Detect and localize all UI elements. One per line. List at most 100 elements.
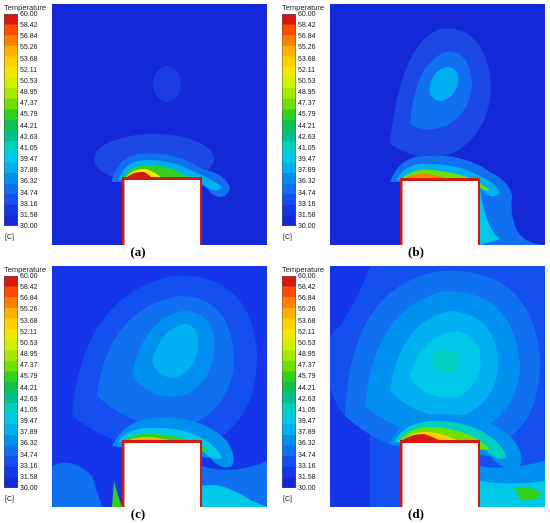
legend-tick-label: 36.32	[298, 440, 316, 448]
legend-tick-label: 42.63	[298, 133, 316, 141]
legend-tick-label: 58.42	[298, 284, 316, 292]
legend-tick-label: 37.89	[20, 429, 38, 437]
legend-tick-label: 31.58	[20, 473, 38, 481]
color-scale-swatch	[282, 382, 296, 393]
legend-tick-label: 33.16	[298, 200, 316, 208]
legend-tick-label: 42.63	[20, 395, 38, 403]
legend-tick-label: 44.21	[20, 122, 38, 130]
color-scale-swatch	[4, 435, 18, 446]
panel-caption: (c)	[130, 506, 146, 521]
color-scale-swatch	[4, 130, 18, 142]
legend-title: Temperature	[4, 3, 47, 12]
color-scale-swatch	[4, 109, 18, 121]
legend-tick-label: 37.89	[298, 429, 316, 437]
color-scale-swatch	[282, 14, 296, 25]
legend-tick-label: 34.74	[298, 451, 316, 459]
legend-tick-label: 47.37	[20, 362, 38, 370]
color-scale-swatch	[4, 173, 18, 184]
legend-tick-label: 48.95	[20, 89, 38, 97]
color-scale-swatch	[4, 392, 18, 404]
legend-unit: [C]	[283, 496, 292, 503]
legend-tick-label: 36.32	[20, 178, 38, 186]
color-scale-swatch	[4, 45, 18, 57]
panel-b: Temperature 60.00 58.42 56.84 55.26 53.68 52.…	[278, 0, 548, 259]
legend-tick-label: 36.32	[20, 440, 38, 448]
legend-tick-label: 52.11	[20, 66, 37, 74]
color-scale-swatch	[4, 413, 18, 425]
color-scale-swatch	[282, 56, 296, 68]
panel-caption: (b)	[408, 244, 424, 259]
color-scale-swatch	[282, 297, 296, 309]
color-scale-swatch	[282, 77, 296, 89]
legend-tick-label: 31.58	[298, 473, 316, 481]
legend-tick-label: 58.42	[298, 22, 316, 30]
legend-tick-label: 56.84	[298, 295, 316, 303]
legend-tick-label: 34.74	[20, 451, 38, 459]
legend-tick-label: 39.47	[298, 418, 316, 426]
temperature-field-a	[52, 4, 267, 245]
color-scale-swatch	[4, 14, 18, 25]
panel-caption: (a)	[130, 244, 146, 259]
color-scale-swatch	[4, 456, 18, 468]
color-scale-swatch	[282, 194, 296, 206]
legend-tick-label: 44.21	[20, 384, 38, 392]
color-scale-swatch	[4, 98, 18, 110]
legend-tick-label: 41.05	[298, 144, 316, 152]
panel-c: Temperature 60.00 58.42 56.84 55.26 53.68 52.…	[0, 262, 270, 521]
legend-tick-label: 37.89	[298, 167, 316, 175]
legend-tick-label: 39.47	[298, 156, 316, 164]
color-scale-bar	[4, 14, 18, 226]
color-scale-swatch	[4, 403, 18, 415]
legend-tick-label: 47.37	[298, 100, 316, 108]
color-scale-swatch	[282, 45, 296, 57]
color-scale-swatch	[282, 413, 296, 425]
legend-tick-label: 56.84	[20, 33, 38, 41]
legend-tick-label: 42.63	[298, 395, 316, 403]
color-scale-swatch	[282, 329, 296, 340]
color-scale-swatch	[282, 318, 296, 330]
legend-tick-label: 34.74	[298, 189, 316, 197]
color-scale-swatch	[282, 371, 296, 383]
color-scale-swatch	[4, 204, 18, 216]
color-scale-swatch	[282, 120, 296, 131]
color-scale-swatch	[4, 194, 18, 206]
color-scale-swatch	[282, 339, 296, 351]
color-scale-swatch	[282, 109, 296, 121]
legend-ticks: 60.00 58.42 56.84 55.26 53.68 52.11 50.53 48.95…	[20, 273, 50, 492]
legend-tick-label: 31.58	[20, 211, 38, 219]
legend-tick-label: 52.11	[298, 328, 315, 336]
color-scale-swatch	[4, 151, 18, 163]
color-scale-swatch	[282, 162, 296, 174]
legend-tick-label: 47.37	[298, 362, 316, 370]
color-scale-swatch	[4, 445, 18, 457]
color-scale-swatch	[282, 24, 296, 36]
legend-tick-label: 42.63	[20, 133, 38, 141]
legend-tick-label: 55.26	[20, 44, 38, 52]
color-scale-swatch	[4, 141, 18, 153]
legend-tick-label: 30.00	[20, 485, 38, 492]
legend-tick-label: 41.05	[20, 406, 38, 414]
color-scale-swatch	[4, 360, 18, 372]
legend-ticks: 60.00 58.42 56.84 55.26 53.68 52.11 50.53 48.95…	[20, 11, 50, 230]
legend-unit: [C]	[5, 496, 14, 503]
legend-tick-label: 50.53	[20, 339, 38, 347]
color-scale-swatch	[282, 435, 296, 446]
color-scale-swatch	[4, 318, 18, 330]
color-scale-swatch	[4, 307, 18, 319]
legend-tick-label: 45.79	[298, 373, 316, 381]
legend-tick-label: 30.00	[298, 485, 316, 492]
legend-tick-label: 33.16	[298, 462, 316, 470]
color-scale-swatch	[282, 392, 296, 404]
color-scale-swatch	[4, 339, 18, 351]
color-scale-swatch	[282, 307, 296, 319]
color-scale-swatch	[4, 350, 18, 362]
color-scale-swatch	[282, 466, 296, 478]
legend-tick-label: 39.47	[20, 418, 38, 426]
color-scale-swatch	[4, 183, 18, 195]
color-scale-swatch	[4, 77, 18, 89]
legend-tick-label: 33.16	[20, 462, 38, 470]
legend-tick-label: 30.00	[20, 223, 38, 230]
legend-tick-label: 34.74	[20, 189, 38, 197]
temperature-field-d	[330, 266, 545, 507]
panel-a: Temperature 60.00 58.42 56.84 55.26 53.68 52.…	[0, 0, 270, 259]
